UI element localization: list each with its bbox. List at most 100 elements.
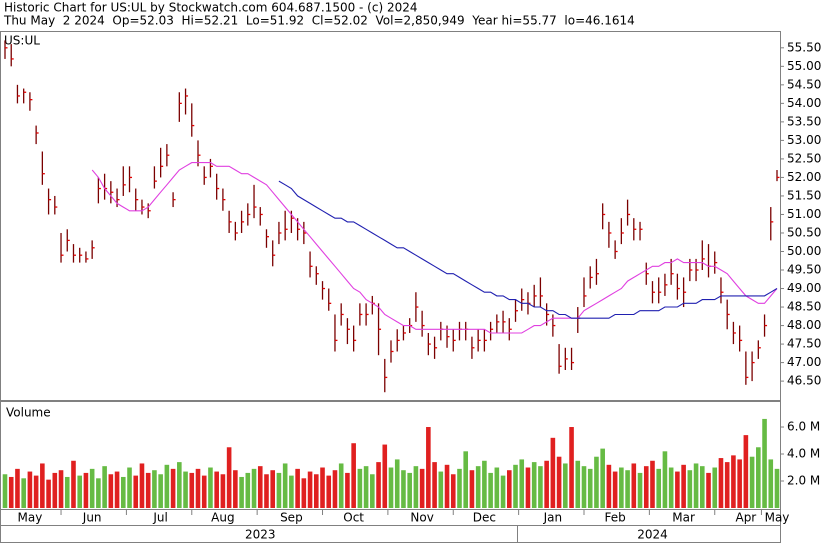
volume-bar — [581, 466, 587, 508]
x-tick-label: Sep — [280, 511, 303, 525]
volume-bar — [519, 459, 525, 508]
volume-bar — [506, 470, 512, 508]
volume-bar — [270, 470, 276, 508]
volume-bar — [295, 468, 300, 508]
volume-bar — [201, 475, 207, 508]
volume-bar — [494, 467, 500, 508]
y-tick-label: 49.00 — [787, 281, 821, 295]
y-tick-label: 50.50 — [787, 225, 821, 239]
x-tick-label: Jul — [152, 511, 167, 525]
volume-bar — [612, 471, 618, 508]
y-tick-label: 48.00 — [787, 318, 821, 332]
volume-bar — [774, 468, 780, 508]
volume-bar — [320, 467, 325, 508]
volume-bar — [463, 451, 469, 508]
volume-bar — [531, 462, 537, 508]
x-tick-label: May — [17, 511, 42, 525]
volume-bar — [189, 472, 195, 508]
volume-bar — [332, 470, 338, 508]
volume-bar — [401, 470, 406, 508]
volume-bar — [220, 474, 226, 508]
volume-bar — [183, 471, 188, 508]
y-tick-label: 47.00 — [787, 355, 821, 369]
volume-bar — [301, 478, 307, 508]
volume-bar — [245, 472, 251, 508]
volume-bar — [706, 472, 711, 508]
volume-bar — [457, 468, 462, 508]
volume-bar — [40, 463, 45, 508]
volume-bar — [114, 471, 120, 508]
y-tick-label: 48.50 — [787, 300, 821, 314]
y-tick-label: 55.00 — [787, 59, 821, 73]
volume-bar — [289, 475, 294, 508]
volume-bar — [382, 444, 388, 508]
y-tick-label: 55.50 — [787, 40, 821, 54]
volume-bar — [152, 470, 157, 508]
volume-bar — [594, 456, 599, 508]
volume-bar — [170, 468, 176, 508]
volume-bar — [208, 467, 213, 508]
volume-bar — [214, 471, 219, 508]
volume-bar — [239, 476, 244, 508]
volume-bar — [699, 466, 705, 508]
volume-bar — [718, 458, 724, 508]
volume-bar — [102, 466, 107, 508]
volume-bar — [58, 470, 64, 508]
volume-bar — [351, 443, 356, 508]
volume-bar — [600, 448, 605, 508]
volume-bar — [338, 463, 344, 508]
volume-bar — [488, 472, 493, 508]
x-tick-label: Jan — [543, 511, 563, 525]
volume-bar — [643, 466, 649, 508]
volume-bar — [326, 475, 332, 508]
y-tick-label: 46.50 — [787, 374, 821, 388]
volume-bar — [363, 466, 369, 508]
volume-bar — [444, 464, 450, 508]
volume-bar — [77, 475, 83, 508]
volume-bar — [724, 462, 730, 508]
y-tick-label: 53.00 — [787, 133, 821, 147]
y-tick-label: 50.00 — [787, 244, 821, 258]
volume-bar — [625, 470, 630, 508]
x-tick-label: Oct — [343, 511, 364, 525]
volume-bar — [282, 463, 288, 508]
volume-bar — [96, 478, 101, 508]
volume-bar — [743, 435, 749, 508]
volume-bar — [394, 459, 400, 508]
volume-bar — [668, 467, 674, 508]
moving-average — [91, 162, 778, 334]
volume-bar — [768, 459, 774, 508]
volume-bar — [133, 475, 139, 508]
y-tick-label: 53.50 — [787, 114, 821, 128]
volume-bar — [475, 466, 481, 508]
y-tick-label: 49.50 — [787, 263, 821, 277]
volume-bar — [544, 460, 549, 508]
volume-bar — [276, 472, 282, 508]
volume-bar — [83, 472, 89, 508]
volume-bar — [407, 472, 412, 508]
volume-bar — [737, 459, 742, 508]
x-tick-label: Jun — [82, 511, 102, 525]
volume-bar — [145, 472, 151, 508]
y-tick-label: 51.00 — [787, 207, 821, 221]
moving-average — [278, 180, 778, 319]
volume-bar — [432, 462, 437, 508]
volume-label: Volume — [6, 406, 51, 420]
x-tick-label: Feb — [605, 511, 626, 525]
volume-bar — [313, 474, 319, 508]
volume-bar — [388, 467, 394, 508]
volume-bar — [357, 468, 363, 508]
volume-bar — [52, 472, 58, 508]
volume-bar — [575, 460, 581, 508]
volume-bar — [195, 468, 201, 508]
volume-bar — [226, 447, 232, 508]
volume-bar — [550, 437, 556, 508]
volume-bar — [89, 468, 95, 508]
volume-bar — [525, 467, 531, 508]
y-tick-label: 52.50 — [787, 151, 821, 165]
volume-bar — [21, 478, 26, 508]
volume-bar — [233, 470, 238, 508]
volume-bar — [631, 463, 637, 508]
volume-bar — [687, 470, 693, 508]
